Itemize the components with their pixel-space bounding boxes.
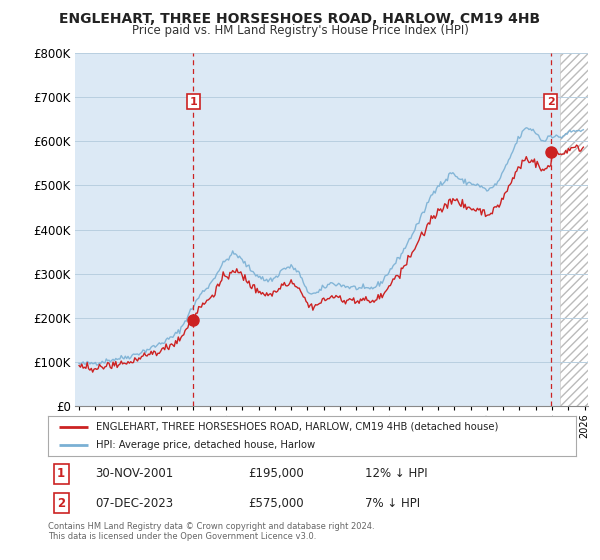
Text: ENGLEHART, THREE HORSESHOES ROAD, HARLOW, CM19 4HB (detached house): ENGLEHART, THREE HORSESHOES ROAD, HARLOW… bbox=[95, 422, 498, 432]
Text: 7% ↓ HPI: 7% ↓ HPI bbox=[365, 497, 420, 510]
Text: £195,000: £195,000 bbox=[248, 468, 304, 480]
Text: ENGLEHART, THREE HORSESHOES ROAD, HARLOW, CM19 4HB: ENGLEHART, THREE HORSESHOES ROAD, HARLOW… bbox=[59, 12, 541, 26]
Text: 12% ↓ HPI: 12% ↓ HPI bbox=[365, 468, 427, 480]
Text: HPI: Average price, detached house, Harlow: HPI: Average price, detached house, Harl… bbox=[95, 440, 314, 450]
Text: 1: 1 bbox=[57, 468, 65, 480]
Text: £575,000: £575,000 bbox=[248, 497, 304, 510]
Text: 30-NOV-2001: 30-NOV-2001 bbox=[95, 468, 174, 480]
Text: 1: 1 bbox=[190, 97, 197, 107]
Text: 07-DEC-2023: 07-DEC-2023 bbox=[95, 497, 173, 510]
Text: Contains HM Land Registry data © Crown copyright and database right 2024.
This d: Contains HM Land Registry data © Crown c… bbox=[48, 522, 374, 542]
Text: 2: 2 bbox=[57, 497, 65, 510]
Text: 2: 2 bbox=[547, 97, 554, 107]
Text: Price paid vs. HM Land Registry's House Price Index (HPI): Price paid vs. HM Land Registry's House … bbox=[131, 24, 469, 36]
